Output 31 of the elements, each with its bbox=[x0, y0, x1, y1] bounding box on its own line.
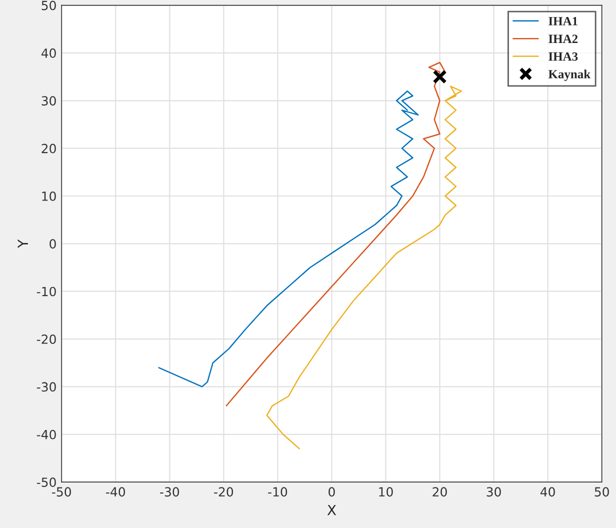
y-tick-label: -40 bbox=[36, 430, 56, 440]
x-tick-label: 30 bbox=[486, 487, 501, 497]
x-tick-label: 0 bbox=[328, 487, 335, 497]
line-series bbox=[266, 86, 462, 450]
x-tick-label: 10 bbox=[379, 487, 393, 497]
legend-label: IHA2 bbox=[548, 34, 578, 43]
x-tick-label: -20 bbox=[214, 487, 234, 497]
x-tick-label: -50 bbox=[52, 487, 71, 497]
y-tick-label: -10 bbox=[36, 286, 56, 296]
x-tick-label: -30 bbox=[160, 487, 180, 497]
y-tick-label: 50 bbox=[42, 0, 56, 10]
y-tick-label: -20 bbox=[36, 334, 56, 344]
x-tick-label: -40 bbox=[106, 487, 125, 497]
y-tick-label: 10 bbox=[42, 191, 56, 201]
line-series bbox=[158, 90, 419, 388]
x-tick-label: 50 bbox=[594, 487, 609, 497]
legend-label: Kaynak bbox=[548, 70, 591, 81]
y-tick-label: 30 bbox=[42, 96, 56, 106]
y-tick-label: 40 bbox=[41, 48, 56, 58]
y-tick-label: -50 bbox=[36, 478, 56, 487]
x-axis-title: X bbox=[327, 505, 336, 516]
y-tick-label: 0 bbox=[50, 239, 56, 249]
y-tick-label: -30 bbox=[36, 382, 56, 392]
legend-label: IHA1 bbox=[548, 17, 578, 26]
y-axis-title: Y bbox=[18, 239, 28, 248]
y-tick-label: 20 bbox=[42, 144, 56, 154]
x-tick-label: -10 bbox=[268, 487, 288, 497]
legend-label: IHA3 bbox=[548, 52, 578, 61]
x-tick-label: 40 bbox=[540, 487, 555, 497]
x-tick-label: 20 bbox=[432, 487, 447, 497]
line-series bbox=[226, 62, 446, 406]
